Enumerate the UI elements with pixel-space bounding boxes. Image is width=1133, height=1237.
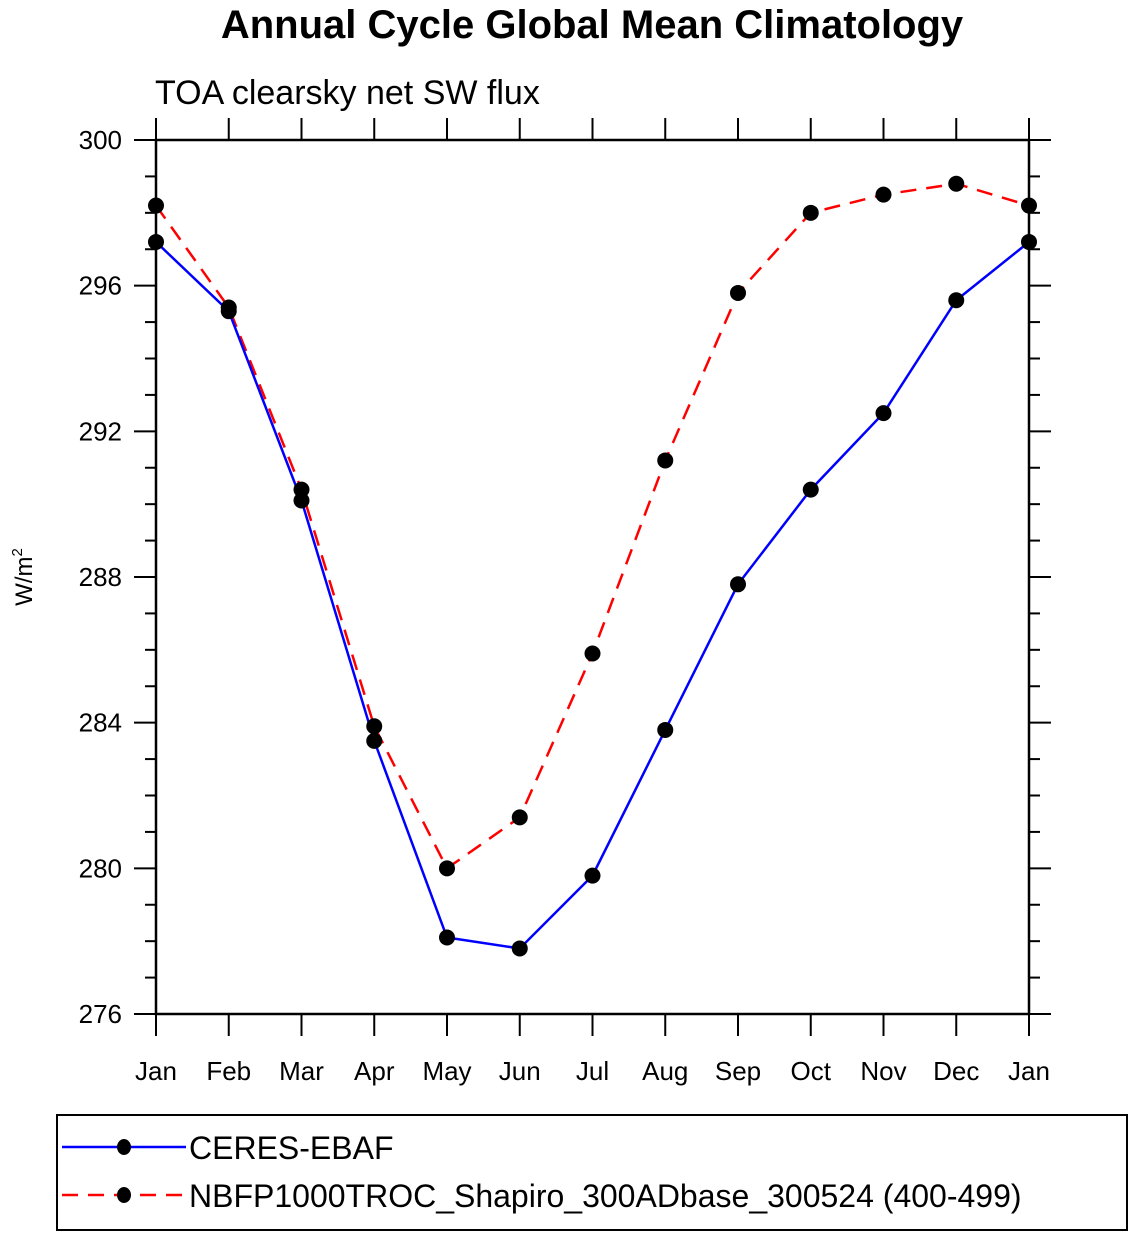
chart-subtitle: TOA clearsky net SW flux xyxy=(155,74,540,112)
data-point xyxy=(875,405,892,422)
x-tick-label: Aug xyxy=(642,1056,688,1086)
x-tick-label: Jan xyxy=(135,1056,177,1086)
data-point xyxy=(511,809,528,826)
y-tick-label: 284 xyxy=(79,708,122,738)
data-point xyxy=(366,718,383,735)
series-group xyxy=(148,175,1037,957)
data-point xyxy=(1021,233,1037,250)
x-tick-label: Dec xyxy=(933,1056,979,1086)
data-point xyxy=(948,175,965,192)
x-tick-label: Apr xyxy=(354,1056,395,1086)
y-tick-label: 280 xyxy=(79,853,122,883)
legend-box xyxy=(56,1114,1128,1231)
y-tick-label: 300 xyxy=(79,125,122,155)
axes: 276 280 284 288 292 296 300 Jan Feb Mar Apr May Jun J… xyxy=(79,118,1051,1086)
data-point xyxy=(948,292,965,309)
series-line-ceres-ebaf xyxy=(155,240,1030,950)
y-tick-label: 296 xyxy=(79,271,122,301)
x-tick-label: May xyxy=(422,1056,471,1086)
y-axis-label: W/m2 xyxy=(9,548,38,606)
legend-marker xyxy=(117,1187,131,1203)
data-point xyxy=(730,576,746,593)
x-tick-label: Jan xyxy=(1008,1056,1050,1086)
y-tick-label: 276 xyxy=(79,999,122,1029)
data-point xyxy=(657,452,674,469)
x-tick-label: Mar xyxy=(279,1056,324,1086)
data-point xyxy=(1021,197,1037,214)
y-axis-label-superscript: 2 xyxy=(9,548,26,556)
legend-marker xyxy=(117,1139,131,1155)
x-tick-label: Jun xyxy=(499,1056,541,1086)
data-point xyxy=(511,940,528,957)
data-point xyxy=(220,299,237,316)
legend: CERES-EBAF NBFP1000TROC_Shapiro_300ADbase… xyxy=(62,1130,1022,1214)
data-point xyxy=(584,645,601,662)
series-line-nbfp1000troc_shapiro_300adbase_300524 xyxy=(154,182,1030,871)
legend-label: CERES-EBAF xyxy=(189,1130,393,1166)
data-point xyxy=(439,860,455,877)
data-point xyxy=(148,233,164,250)
legend-label: NBFP1000TROC_Shapiro_300ADbase_300524 (4… xyxy=(189,1178,1022,1214)
chart-title: Annual Cycle Global Mean Climatology xyxy=(221,3,964,47)
y-tick-label: 292 xyxy=(79,416,122,446)
x-tick-label: Jul xyxy=(576,1056,609,1086)
data-point xyxy=(730,284,746,301)
data-point xyxy=(439,929,455,946)
data-point xyxy=(802,481,819,498)
data-point xyxy=(366,732,383,749)
y-axis-label-text: W/m xyxy=(11,557,38,606)
data-point xyxy=(875,186,892,203)
data-point xyxy=(584,867,601,884)
x-tick-label: Sep xyxy=(715,1056,761,1086)
x-tick-label: Oct xyxy=(791,1056,832,1086)
data-point xyxy=(802,204,819,221)
data-point xyxy=(293,481,310,498)
y-tick-label: 288 xyxy=(79,562,122,592)
data-point xyxy=(657,721,674,738)
x-tick-label: Nov xyxy=(860,1056,906,1086)
data-point xyxy=(148,197,164,214)
x-tick-label: Feb xyxy=(206,1056,251,1086)
